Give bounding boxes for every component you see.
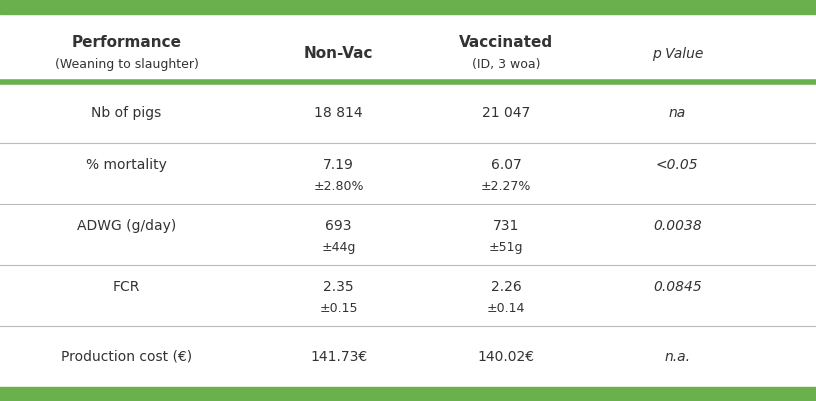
Text: 140.02€: 140.02€ <box>477 350 534 364</box>
Text: Nb of pigs: Nb of pigs <box>91 106 162 119</box>
Text: ±2.27%: ±2.27% <box>481 180 531 193</box>
Text: 731: 731 <box>493 219 519 233</box>
Text: Performance: Performance <box>72 34 181 50</box>
Text: 7.19: 7.19 <box>323 158 354 172</box>
Text: 18 814: 18 814 <box>314 106 363 119</box>
Text: ADWG (g/day): ADWG (g/day) <box>77 219 176 233</box>
Text: p Value: p Value <box>652 47 703 61</box>
Bar <box>0 387 816 401</box>
Text: Production cost (€): Production cost (€) <box>61 350 192 364</box>
Text: ±44g: ±44g <box>322 241 356 254</box>
Text: 2.35: 2.35 <box>323 280 354 294</box>
Text: % mortality: % mortality <box>86 158 167 172</box>
Text: (Weaning to slaughter): (Weaning to slaughter) <box>55 59 198 71</box>
Text: 6.07: 6.07 <box>490 158 521 172</box>
Text: ±2.80%: ±2.80% <box>313 180 364 193</box>
Text: ±51g: ±51g <box>489 241 523 254</box>
Text: Vaccinated: Vaccinated <box>459 34 553 50</box>
Bar <box>0 0 816 14</box>
Text: <0.05: <0.05 <box>656 158 698 172</box>
Text: ±0.15: ±0.15 <box>319 302 358 315</box>
Text: na: na <box>668 106 686 119</box>
Text: 21 047: 21 047 <box>481 106 530 119</box>
Text: FCR: FCR <box>113 280 140 294</box>
Text: 0.0038: 0.0038 <box>653 219 702 233</box>
Text: 693: 693 <box>326 219 352 233</box>
Text: 2.26: 2.26 <box>490 280 521 294</box>
Text: n.a.: n.a. <box>664 350 690 364</box>
Text: ±0.14: ±0.14 <box>486 302 526 315</box>
Text: Non-Vac: Non-Vac <box>304 46 374 61</box>
Text: 141.73€: 141.73€ <box>310 350 367 364</box>
Text: 0.0845: 0.0845 <box>653 280 702 294</box>
Text: (ID, 3 woa): (ID, 3 woa) <box>472 59 540 71</box>
